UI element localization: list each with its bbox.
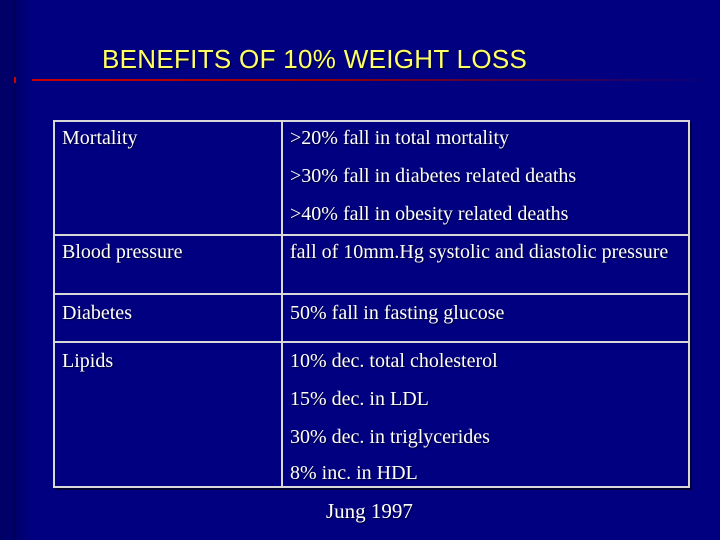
mortality-value: >20% fall in total mortality <box>290 127 510 149</box>
mortality-value: >40% fall in obesity related deaths <box>290 203 569 225</box>
benefits-table: Mortality >20% fall in total mortality >… <box>53 120 690 488</box>
diabetes-value: 50% fall in fasting glucose <box>290 302 505 324</box>
blood-pressure-value: fall of 10mm.Hg systolic and diastolic p… <box>290 241 669 263</box>
lipids-value: 10% dec. total cholesterol <box>290 350 498 372</box>
row-divider <box>55 234 688 236</box>
column-divider <box>281 122 283 486</box>
slide-title: BENEFITS OF 10% WEIGHT LOSS <box>102 44 528 74</box>
citation: Jung 1997 <box>326 499 413 523</box>
lipids-value: 8% inc. in HDL <box>290 462 418 484</box>
row-divider <box>55 341 688 343</box>
title-underline <box>32 79 720 81</box>
mortality-value: >30% fall in diabetes related deaths <box>290 165 577 187</box>
row-label-lipids: Lipids <box>62 350 114 372</box>
row-label-blood-pressure: Blood pressure <box>62 241 183 263</box>
lipids-value: 15% dec. in LDL <box>290 388 429 410</box>
lipids-value: 30% dec. in triglycerides <box>290 426 490 448</box>
row-divider <box>55 293 688 295</box>
row-label-diabetes: Diabetes <box>62 302 132 324</box>
left-decorative-bar <box>0 0 32 540</box>
row-label-mortality: Mortality <box>62 127 138 149</box>
accent-tick <box>14 77 16 83</box>
